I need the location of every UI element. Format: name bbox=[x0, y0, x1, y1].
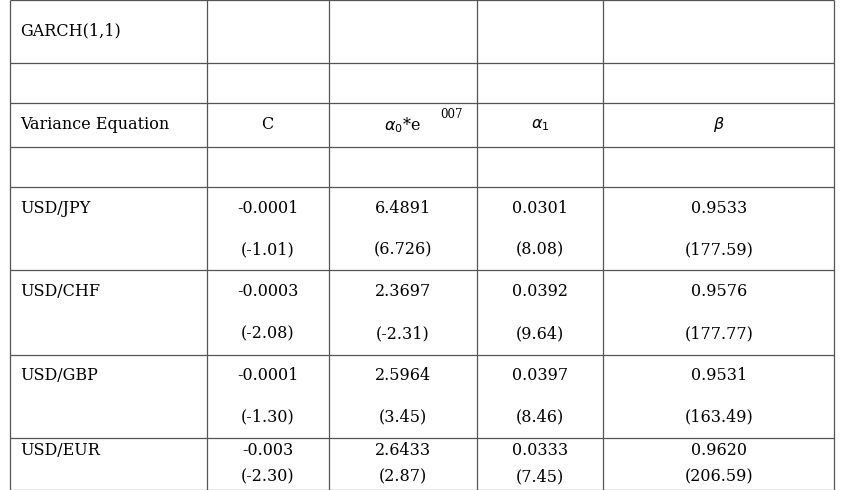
Text: -0.0003: -0.0003 bbox=[237, 283, 298, 300]
Text: USD/CHF: USD/CHF bbox=[20, 283, 100, 300]
Text: (3.45): (3.45) bbox=[378, 409, 427, 425]
Text: (8.08): (8.08) bbox=[516, 241, 565, 258]
Text: (2.87): (2.87) bbox=[378, 468, 427, 485]
Text: 2.6433: 2.6433 bbox=[375, 442, 430, 459]
Text: (6.726): (6.726) bbox=[373, 241, 432, 258]
Text: 0.9576: 0.9576 bbox=[691, 283, 747, 300]
Text: GARCH(1,1): GARCH(1,1) bbox=[20, 23, 121, 40]
Text: $\beta$: $\beta$ bbox=[713, 116, 725, 134]
Text: (-1.30): (-1.30) bbox=[241, 409, 295, 425]
Text: 0.9531: 0.9531 bbox=[691, 367, 747, 384]
Text: Variance Equation: Variance Equation bbox=[20, 117, 170, 133]
Text: (-2.08): (-2.08) bbox=[241, 326, 295, 343]
Text: 6.4891: 6.4891 bbox=[375, 199, 430, 217]
Text: USD/GBP: USD/GBP bbox=[20, 367, 98, 384]
Text: USD/JPY: USD/JPY bbox=[20, 199, 90, 217]
Text: -0.003: -0.003 bbox=[242, 442, 293, 459]
Text: C: C bbox=[262, 117, 273, 133]
Text: 0.9620: 0.9620 bbox=[691, 442, 747, 459]
Text: (177.77): (177.77) bbox=[684, 326, 754, 343]
Text: (-2.31): (-2.31) bbox=[376, 326, 430, 343]
Text: 0.0397: 0.0397 bbox=[512, 367, 568, 384]
Text: (7.45): (7.45) bbox=[516, 468, 565, 485]
Text: 0.0333: 0.0333 bbox=[512, 442, 568, 459]
Text: (163.49): (163.49) bbox=[684, 409, 754, 425]
Text: (206.59): (206.59) bbox=[684, 468, 754, 485]
Text: 0.0392: 0.0392 bbox=[512, 283, 568, 300]
Text: (8.46): (8.46) bbox=[516, 409, 565, 425]
Text: 2.3697: 2.3697 bbox=[375, 283, 430, 300]
Text: 0.9533: 0.9533 bbox=[691, 199, 747, 217]
Text: -0.0001: -0.0001 bbox=[237, 199, 298, 217]
Text: 0.0301: 0.0301 bbox=[512, 199, 568, 217]
Text: $\alpha_0$*e: $\alpha_0$*e bbox=[384, 115, 421, 135]
Text: $\alpha_1$: $\alpha_1$ bbox=[531, 117, 549, 133]
Text: -0.0001: -0.0001 bbox=[237, 367, 298, 384]
Text: 007: 007 bbox=[441, 108, 463, 121]
Text: (9.64): (9.64) bbox=[516, 326, 565, 343]
Text: (-2.30): (-2.30) bbox=[241, 468, 295, 485]
Text: (-1.01): (-1.01) bbox=[241, 241, 295, 258]
Text: 2.5964: 2.5964 bbox=[375, 367, 430, 384]
Text: USD/EUR: USD/EUR bbox=[20, 442, 100, 459]
Text: (177.59): (177.59) bbox=[684, 241, 754, 258]
